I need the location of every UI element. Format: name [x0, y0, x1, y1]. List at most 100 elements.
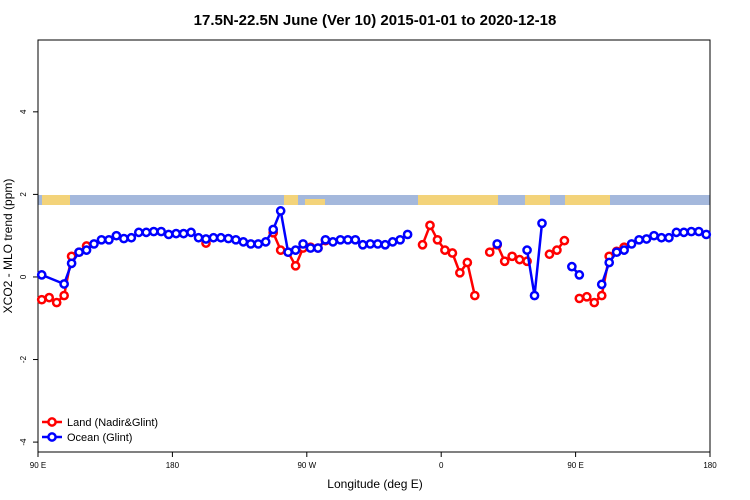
map-strip — [38, 195, 710, 205]
data-point — [148, 226, 159, 237]
data-point — [455, 267, 465, 278]
data-point — [462, 257, 473, 268]
data-point — [74, 247, 84, 258]
data-point — [350, 234, 361, 245]
y-tick-label: 0 — [19, 274, 28, 279]
x-tick-label: 90 E — [30, 461, 46, 470]
x-tick-label: 180 — [166, 461, 180, 470]
x-tick-label: 0 — [439, 461, 444, 470]
data-point — [380, 239, 391, 250]
data-point — [59, 290, 69, 301]
data-point — [596, 290, 607, 301]
data-point — [492, 239, 503, 249]
data-point — [552, 245, 562, 255]
data-point — [484, 247, 495, 258]
data-point — [141, 227, 152, 238]
data-point — [81, 245, 92, 255]
data-point — [163, 229, 174, 240]
data-point — [387, 237, 398, 247]
data-point — [686, 226, 697, 237]
data-point — [469, 290, 480, 301]
data-point — [664, 232, 674, 243]
data-point — [260, 237, 271, 247]
data-point — [619, 245, 629, 255]
data-point — [417, 239, 428, 250]
data-point — [231, 234, 241, 245]
data-point — [611, 247, 622, 258]
data-point — [604, 257, 615, 268]
data-point — [253, 239, 264, 249]
x-axis-label: Longitude (deg E) — [327, 477, 422, 491]
data-point — [44, 292, 55, 303]
legend-label: Ocean (Glint) — [67, 432, 132, 444]
x-tick-label: 90 E — [567, 461, 583, 470]
data-point — [96, 234, 107, 245]
data-point — [537, 218, 547, 229]
data-point — [499, 256, 510, 267]
x-tick-label: 90 W — [297, 461, 316, 470]
data-point — [178, 228, 189, 239]
data-point — [193, 232, 204, 243]
data-point — [507, 251, 517, 262]
x-tick-label: 180 — [703, 461, 717, 470]
data-point — [133, 227, 144, 238]
data-point — [529, 290, 540, 301]
data-point — [634, 234, 644, 245]
data-point — [66, 258, 77, 269]
data-point — [567, 261, 577, 272]
data-point — [313, 243, 323, 253]
data-point — [372, 239, 383, 249]
data-point — [320, 234, 331, 245]
data-point — [574, 293, 585, 304]
data-point — [641, 234, 652, 244]
legend-label: Land (Nadir&Glint) — [67, 417, 158, 429]
data-point — [290, 245, 301, 255]
legend-marker — [47, 432, 57, 442]
data-point — [275, 245, 286, 255]
data-point — [425, 220, 435, 231]
data-point — [656, 232, 667, 243]
data-point — [596, 279, 607, 290]
data-point — [626, 239, 637, 249]
data-point — [335, 234, 346, 245]
y-tick-label: -2 — [19, 355, 28, 363]
data-point — [343, 234, 353, 245]
data-point — [186, 227, 196, 238]
data-point — [283, 247, 293, 258]
data-point — [365, 239, 376, 249]
data-point — [216, 232, 226, 243]
data-point — [208, 232, 219, 243]
data-point — [305, 243, 316, 253]
data-point — [522, 245, 532, 255]
data-point — [649, 230, 659, 241]
data-point — [51, 297, 62, 308]
data-point — [701, 229, 712, 240]
ocean-strip — [38, 195, 710, 205]
y-tick-label: 4 — [19, 109, 28, 114]
y-axis-label: XCO2 - MLO trend (ppm) — [1, 179, 15, 314]
plot-frame — [37, 39, 711, 453]
data-point — [104, 234, 114, 245]
data-point — [589, 297, 600, 308]
data-point — [581, 291, 592, 302]
y-tick-label: 2 — [19, 192, 28, 197]
land-strip — [525, 195, 550, 205]
data-point — [245, 239, 256, 249]
data-point — [290, 260, 301, 271]
legend-marker — [47, 417, 57, 427]
data-point — [238, 237, 249, 247]
land-strip — [305, 199, 325, 205]
data-point — [89, 239, 99, 249]
data-point — [357, 239, 368, 250]
data-point — [111, 230, 122, 241]
data-point — [298, 239, 308, 249]
data-point — [223, 233, 234, 244]
data-point — [328, 237, 338, 247]
data-point — [201, 234, 211, 244]
land-strip — [42, 195, 70, 205]
data-point — [36, 294, 47, 305]
data-point — [440, 245, 450, 255]
data-point — [671, 227, 682, 238]
data-point — [126, 232, 137, 243]
